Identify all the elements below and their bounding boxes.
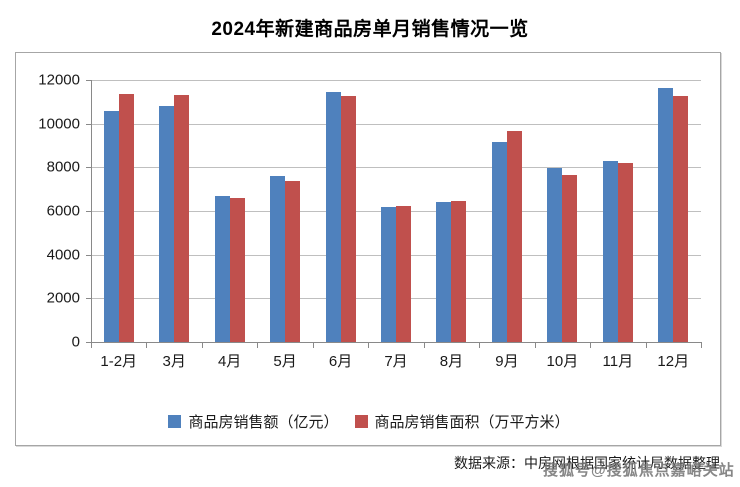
y-axis-tick bbox=[86, 298, 91, 300]
bar bbox=[381, 206, 396, 342]
bar bbox=[617, 163, 633, 342]
x-axis-category-label: 10月 bbox=[546, 353, 579, 370]
chart-title: 2024年新建商品房单月销售情况一览 bbox=[211, 19, 529, 40]
plot-area bbox=[91, 80, 701, 342]
x-axis-tick bbox=[368, 343, 370, 348]
gridline bbox=[91, 167, 701, 169]
bar bbox=[229, 198, 245, 342]
legend: 商品房销售额（亿元） 商品房销售面积（万平方米） bbox=[16, 408, 722, 434]
x-axis-category-label: 7月 bbox=[384, 353, 408, 370]
x-axis-category-label: 4月 bbox=[217, 353, 242, 370]
x-axis-category-label: 11月 bbox=[602, 353, 634, 370]
bar bbox=[214, 195, 230, 342]
x-axis-category-label: 8月 bbox=[439, 353, 464, 370]
y-axis-line bbox=[91, 80, 92, 343]
bar bbox=[285, 180, 301, 342]
bar bbox=[340, 95, 356, 342]
y-axis-tick bbox=[86, 254, 91, 256]
x-axis-tick bbox=[91, 343, 92, 348]
bar bbox=[103, 111, 119, 342]
x-axis-tick bbox=[590, 343, 592, 348]
bar-group bbox=[325, 91, 356, 342]
chart-frame: 0 2000 4000 6000 8000 10000 12000 1-2月 3月 4月 5月 6月… bbox=[15, 52, 721, 446]
bar bbox=[159, 106, 175, 342]
bar-group bbox=[602, 161, 633, 342]
y-axis-tick bbox=[86, 80, 91, 81]
legend-label: 商品房销售额（亿元） bbox=[188, 413, 339, 431]
bar-group bbox=[381, 205, 411, 342]
bar bbox=[436, 202, 452, 342]
bar bbox=[491, 142, 507, 342]
gridline bbox=[91, 80, 701, 81]
x-axis-tick bbox=[645, 343, 647, 348]
x-axis-line bbox=[91, 342, 702, 343]
bar bbox=[118, 93, 134, 342]
x-axis-tick bbox=[701, 343, 702, 348]
y-axis-tick bbox=[86, 342, 91, 343]
bar bbox=[325, 91, 341, 342]
x-axis-category-label: 5月 bbox=[273, 353, 297, 370]
bar bbox=[547, 167, 563, 342]
x-axis-tick bbox=[201, 343, 203, 348]
bar bbox=[602, 161, 618, 342]
bar-group bbox=[491, 130, 522, 342]
bar bbox=[658, 88, 674, 342]
gridline bbox=[91, 123, 701, 125]
x-axis-tick bbox=[146, 343, 148, 348]
y-axis-tick-label: 0 bbox=[71, 333, 80, 351]
x-axis-category-label: 6月 bbox=[328, 353, 353, 370]
x-axis-tick bbox=[423, 343, 425, 348]
legend-item: 商品房销售面积（万平方米） bbox=[354, 411, 570, 432]
y-axis-tick bbox=[86, 123, 91, 125]
y-axis-tick-label: 4000 bbox=[46, 246, 80, 264]
bar bbox=[562, 175, 578, 342]
bar-group bbox=[214, 195, 245, 342]
bar-group bbox=[270, 176, 301, 342]
x-axis-tick bbox=[312, 343, 314, 348]
bar bbox=[673, 96, 689, 342]
y-axis-tick bbox=[86, 211, 91, 212]
x-axis-category-label: 3月 bbox=[162, 353, 186, 370]
bar-group bbox=[658, 88, 689, 342]
bar-group bbox=[547, 167, 578, 342]
x-axis-category-label: 12月 bbox=[657, 353, 690, 370]
x-axis-category-label: 9月 bbox=[495, 353, 519, 370]
x-axis-tick bbox=[479, 343, 481, 348]
y-axis-tick bbox=[86, 167, 91, 169]
x-axis-tick bbox=[534, 343, 536, 348]
y-axis-tick-label: 8000 bbox=[46, 158, 80, 176]
bar-group bbox=[436, 201, 467, 342]
x-axis-tick bbox=[257, 343, 259, 348]
bar bbox=[451, 201, 467, 342]
y-axis-tick-label: 6000 bbox=[46, 202, 80, 220]
bar bbox=[270, 176, 286, 342]
data-source-text: 数据来源：中房网根据国家统计局数据整理 bbox=[454, 455, 720, 471]
y-axis-tick-label: 12000 bbox=[38, 71, 80, 89]
legend-label: 商品房销售面积（万平方米） bbox=[374, 413, 570, 431]
x-axis-category-label: 1-2月 bbox=[100, 353, 138, 370]
y-axis-tick-label: 2000 bbox=[46, 289, 80, 307]
bar-group bbox=[159, 95, 190, 342]
bar bbox=[174, 95, 190, 342]
bar bbox=[396, 205, 411, 342]
bar bbox=[506, 130, 522, 342]
y-axis-tick-label: 10000 bbox=[38, 115, 80, 133]
legend-item: 商品房销售额（亿元） bbox=[168, 411, 339, 432]
bar-group bbox=[103, 93, 134, 342]
legend-swatch-icon bbox=[354, 414, 368, 428]
watermark-text: 搜狐号@搜狐焦点嘉峪关站 bbox=[543, 462, 735, 479]
legend-swatch-icon bbox=[168, 414, 182, 428]
